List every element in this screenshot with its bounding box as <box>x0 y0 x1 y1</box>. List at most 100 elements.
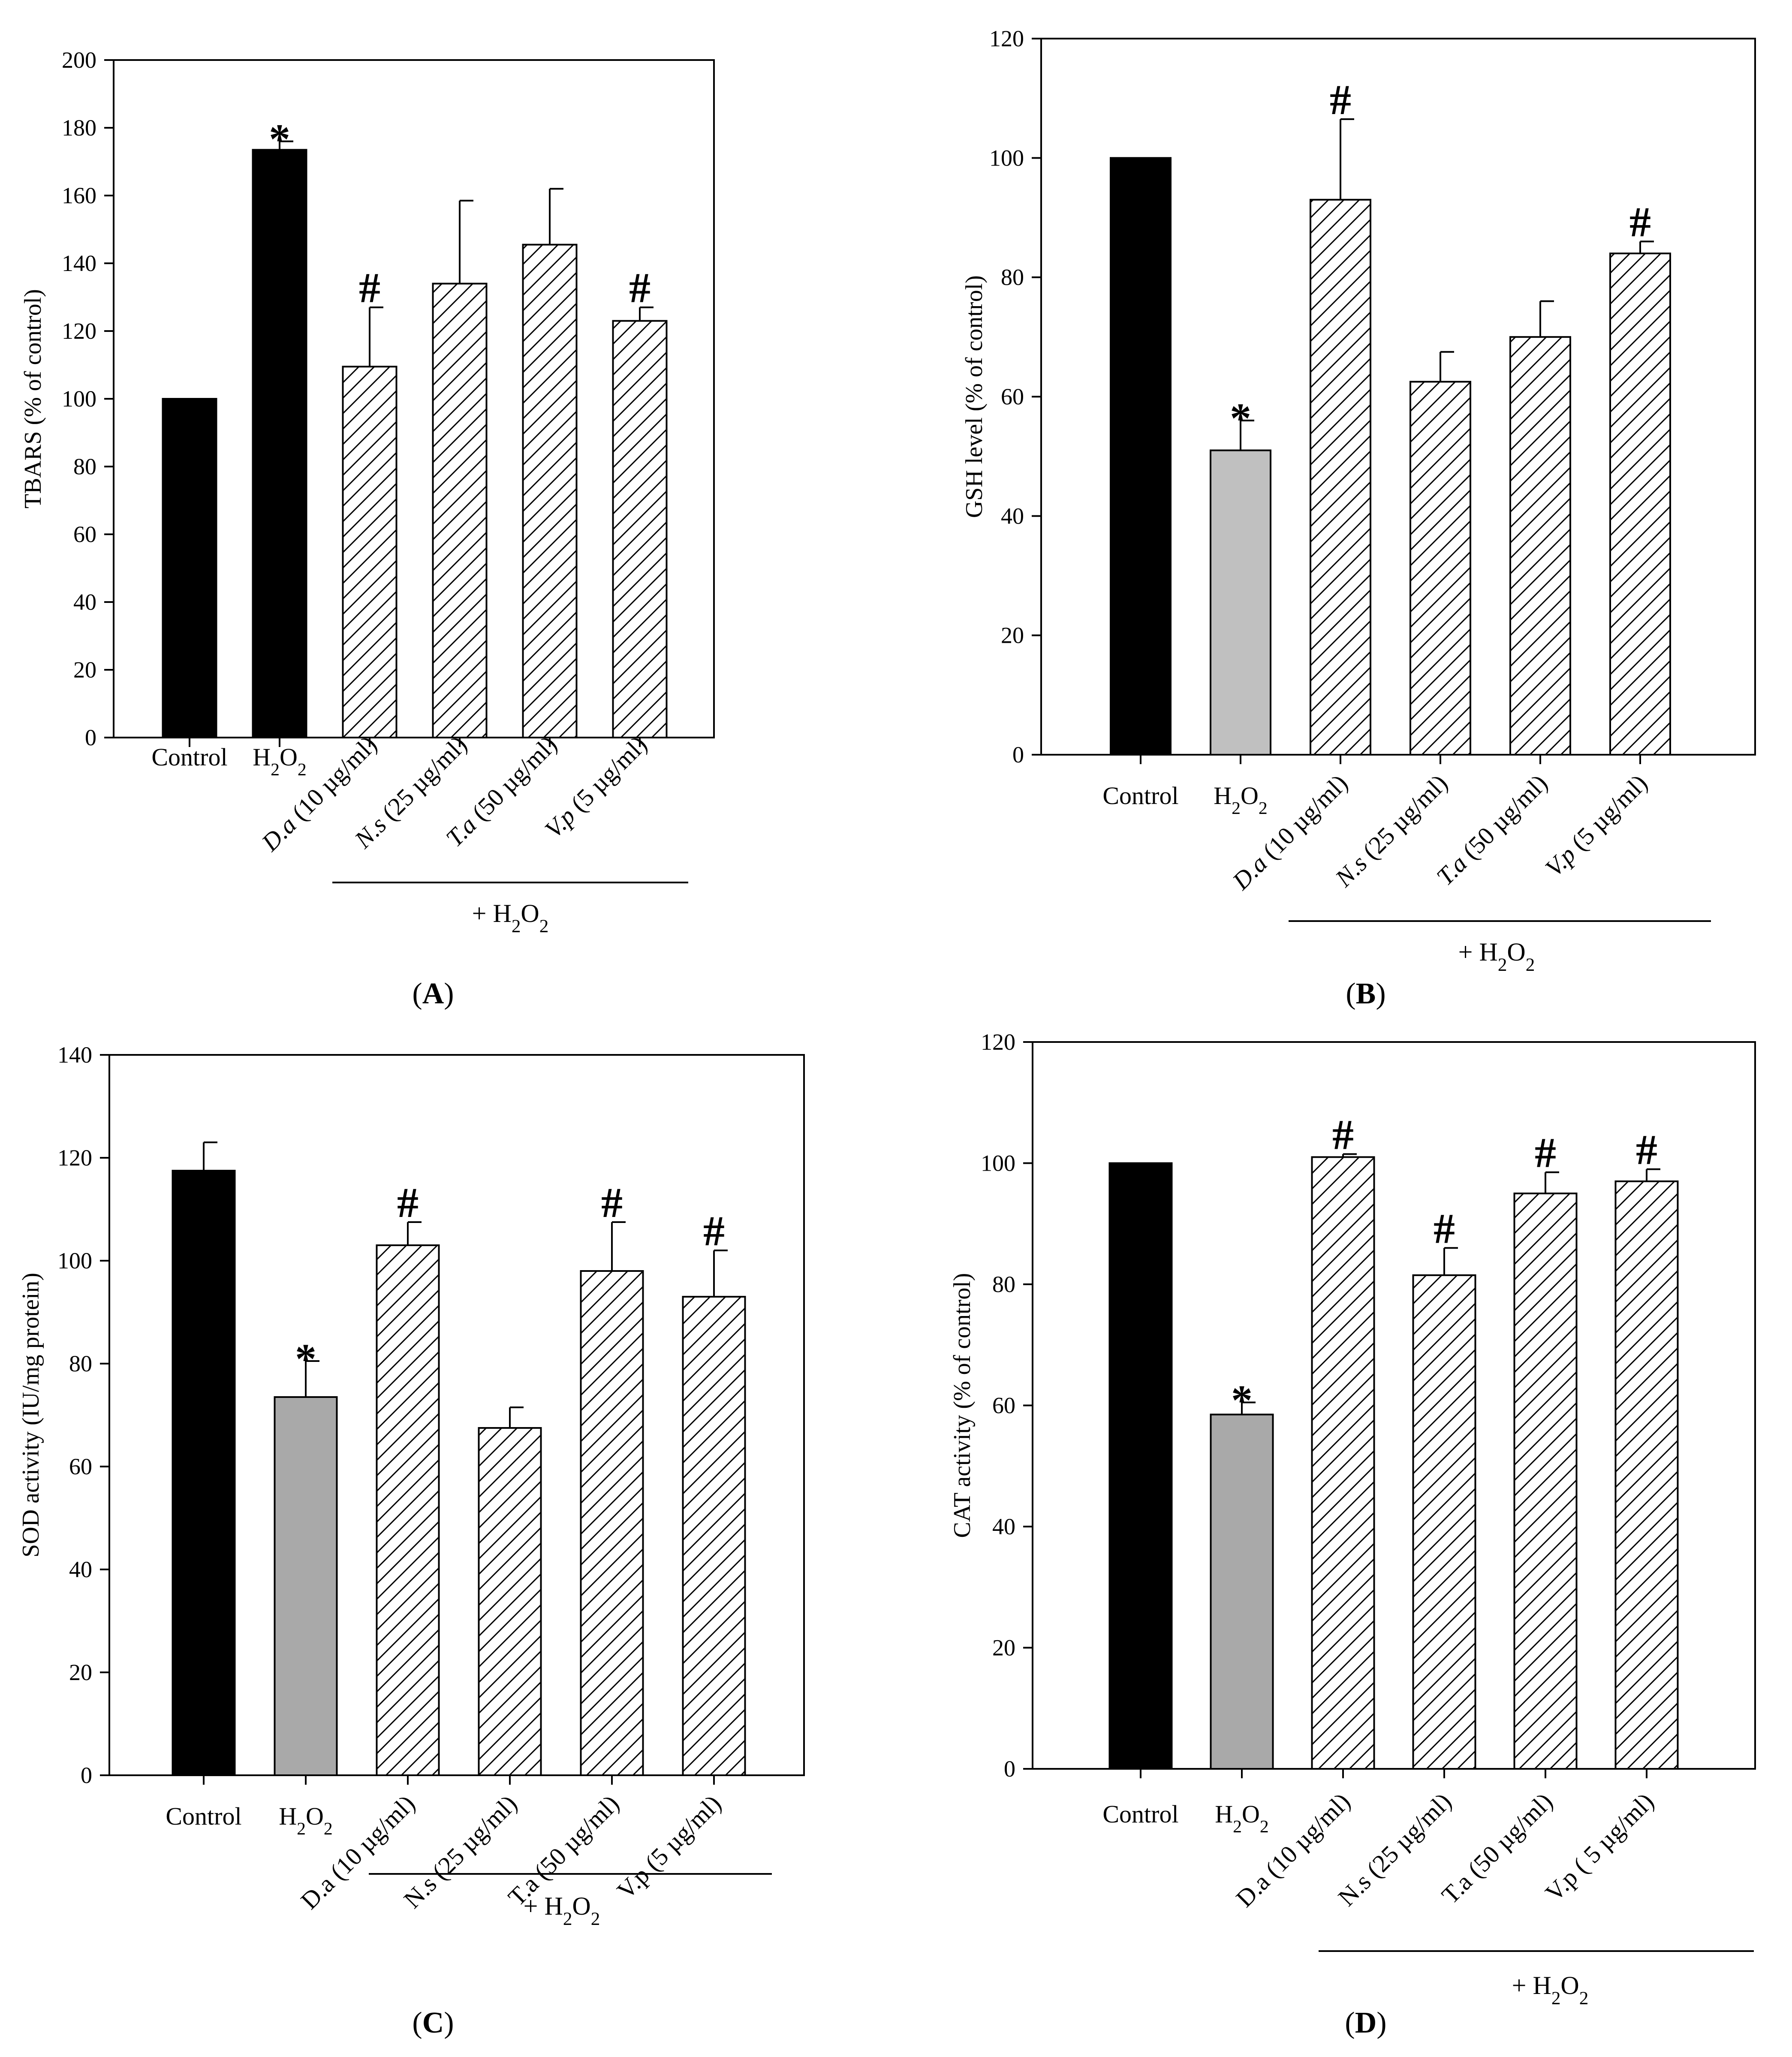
panel-c: 0 20 40 60 80 100 120 140 SOD activity (IU/mg pr… <box>18 1042 805 2039</box>
category-label: H2O2 <box>1215 1800 1269 1837</box>
bar <box>1311 1156 1375 1770</box>
y-axis-label: SOD activity (IU/mg protein) <box>18 1273 44 1557</box>
significance-hash: # <box>397 1179 419 1226</box>
panel-d: 0 20 40 60 80 100 120 CAT activity (% of contro… <box>949 1029 1756 2039</box>
y-tick-label: 40 <box>1001 503 1024 529</box>
category-label: H2O2 <box>1214 782 1268 818</box>
bar <box>342 365 398 738</box>
bar <box>1513 1193 1578 1770</box>
category-label: Control <box>1102 782 1178 810</box>
bar <box>274 1396 338 1776</box>
y-tick-label: 120 <box>989 26 1024 51</box>
significance-hash: # <box>1434 1205 1455 1252</box>
y-tick-label: 60 <box>1001 384 1024 410</box>
y-tick-label: 200 <box>62 47 96 73</box>
significance-hash: # <box>1629 198 1651 246</box>
bar <box>522 244 578 738</box>
category-label: Control <box>1102 1800 1178 1828</box>
panel-b: 0 20 40 60 80 100 120 GSH level (% of control) C… <box>961 26 1756 1010</box>
bar <box>376 1244 440 1776</box>
panel-label: (A) <box>412 977 454 1010</box>
group-label: + H2O2 <box>1458 938 1535 975</box>
panel-label: (B) <box>1346 977 1385 1010</box>
significance-asterisk: * <box>269 115 290 163</box>
category-label: V.p (5 µg/ml) <box>1540 769 1653 882</box>
group-label: + H2O2 <box>524 1892 600 1929</box>
bar <box>432 283 488 738</box>
significance-hash: # <box>703 1207 725 1255</box>
y-tick-label: 60 <box>992 1393 1015 1419</box>
panel-label: (D) <box>1345 2006 1386 2039</box>
y-tick-label: 100 <box>62 386 96 412</box>
y-tick-label: 20 <box>1001 623 1024 648</box>
y-tick-label: 80 <box>992 1271 1015 1297</box>
y-tick-label: 40 <box>69 1557 92 1582</box>
y-tick-label: 0 <box>85 725 96 750</box>
y-tick-label: 120 <box>57 1145 92 1171</box>
y-tick-label: 120 <box>981 1029 1015 1055</box>
significance-hash: # <box>629 264 651 312</box>
y-tick-label: 20 <box>992 1635 1015 1661</box>
category-label: Control <box>151 743 227 771</box>
bar <box>1609 253 1671 756</box>
group-label: + H2O2 <box>1512 1971 1589 2009</box>
y-tick-label: 80 <box>69 1351 92 1376</box>
y-tick-label: 160 <box>62 183 96 208</box>
y-tick-label: 0 <box>81 1762 92 1788</box>
bar <box>1110 157 1172 756</box>
y-axis-label: GSH level (% of control) <box>961 275 988 518</box>
significance-hash: # <box>1330 76 1351 123</box>
y-tick-label: 20 <box>69 1659 92 1685</box>
y-tick-label: 60 <box>69 1454 92 1479</box>
bar <box>1410 381 1471 756</box>
bar <box>172 1170 236 1776</box>
y-tick-label: 140 <box>57 1042 92 1068</box>
category-label: V.p ( 5 µg/ml) <box>1540 1787 1659 1906</box>
y-tick-label: 180 <box>62 115 96 141</box>
significance-asterisk: * <box>1230 395 1251 442</box>
y-tick-label: 100 <box>989 145 1024 171</box>
y-tick-label: 0 <box>1004 1756 1015 1782</box>
significance-asterisk: * <box>295 1335 316 1382</box>
significance-hash: # <box>1332 1111 1354 1158</box>
y-tick-label: 40 <box>73 589 96 615</box>
bar <box>1310 199 1371 756</box>
y-tick-label: 100 <box>981 1150 1015 1176</box>
y-tick-label: 20 <box>73 657 96 683</box>
category-label: V.p (5 µg/ml) <box>611 1789 726 1904</box>
y-tick-label: 60 <box>73 521 96 547</box>
bar <box>1210 449 1271 756</box>
significance-hash: # <box>1535 1129 1556 1177</box>
y-tick-label: 80 <box>1001 265 1024 290</box>
category-label: H2O2 <box>253 743 307 780</box>
category-label: H2O2 <box>279 1802 333 1839</box>
bar <box>478 1427 542 1776</box>
y-tick-label: 80 <box>73 454 96 479</box>
panel-a: 0 20 40 60 80 100 120 140 160 180 200 TBARS (% of c… <box>20 47 715 1010</box>
y-tick-label: 0 <box>1012 742 1024 768</box>
plot-frame <box>108 1054 805 1776</box>
bar <box>1614 1180 1679 1770</box>
bar <box>682 1296 746 1776</box>
bar <box>1509 336 1571 756</box>
y-axis-label: CAT activity (% of control) <box>949 1273 976 1538</box>
significance-hash: # <box>1636 1126 1657 1174</box>
group-label: + H2O2 <box>472 899 549 937</box>
bar <box>612 320 668 738</box>
significance-hash: # <box>601 1179 623 1226</box>
y-tick-label: 40 <box>992 1514 1015 1539</box>
y-tick-label: 100 <box>57 1248 92 1274</box>
significance-asterisk: * <box>1231 1376 1253 1424</box>
bar <box>1210 1413 1274 1770</box>
bar <box>162 398 217 738</box>
significance-hash: # <box>359 264 380 312</box>
category-label: Control <box>166 1802 241 1830</box>
y-axis-label: TBARS (% of control) <box>20 289 46 509</box>
bar <box>580 1270 644 1776</box>
y-tick-label: 120 <box>62 318 96 344</box>
bar <box>1108 1162 1173 1770</box>
bar <box>252 149 307 739</box>
bar <box>1412 1274 1476 1770</box>
y-tick-label: 140 <box>62 250 96 276</box>
